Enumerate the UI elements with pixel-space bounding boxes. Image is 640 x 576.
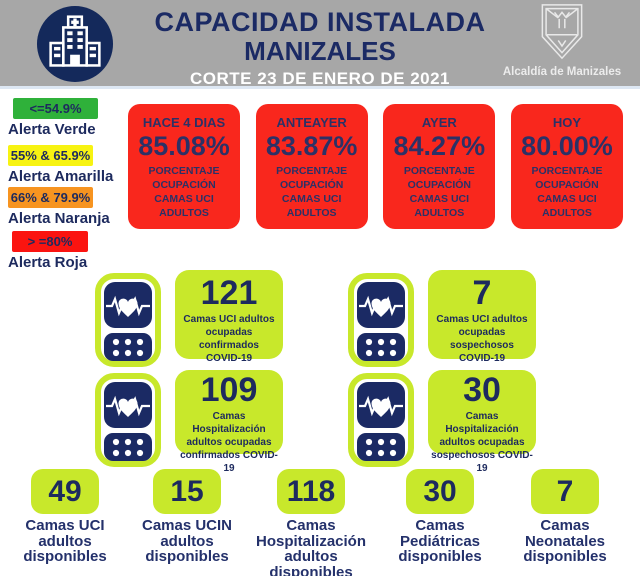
legend-item-roja: > =80% Alerta Roja xyxy=(4,231,122,271)
occupancy-card-hoy: HOY 80.00% PORCENTAJE OCUPACIÓN CAMAS UC… xyxy=(510,104,623,229)
stat-box: 7 Camas UCI adultos ocupadas sospechosos… xyxy=(428,270,536,364)
legend-label-naranja: Alerta Naranja xyxy=(8,210,110,227)
card-description: PORCENTAJE OCUPACIÓN CAMAS UCI ADULTOS xyxy=(531,165,603,219)
stat-value: 7 xyxy=(472,274,492,312)
occupied-uci-suspected: 7 Camas UCI adultos ocupadas sospechosos… xyxy=(348,270,538,370)
card-value: 84.27% xyxy=(393,131,486,161)
uci-occupancy-cards: HACE 4 DIAS 85.08% PORCENTAJE OCUPACIÓN … xyxy=(128,104,623,229)
card-description: PORCENTAJE OCUPACIÓN CAMAS UCI ADULTOS xyxy=(403,165,475,219)
legend-range-naranja: 66% & 79.9% xyxy=(8,187,93,208)
manizales-crest-icon xyxy=(541,4,583,60)
legend-item-amarilla: 55% & 65.9% Alerta Amarilla xyxy=(4,145,122,185)
stat-label: Camas Hospitalización adultos ocupadas c… xyxy=(180,411,278,474)
available-label: Camas Pediátricas disponibles xyxy=(398,517,482,565)
occupancy-card-ayer: AYER 84.27% PORCENTAJE OCUPACIÓN CAMAS U… xyxy=(383,104,496,229)
stat-box: 109 Camas Hospitalización adultos ocupad… xyxy=(175,370,283,474)
card-value: 85.08% xyxy=(138,131,230,161)
card-period: HACE 4 DIAS xyxy=(142,115,226,130)
stat-box: 121 Camas UCI adultos ocupadas confirmad… xyxy=(175,270,283,364)
available-label: Camas UCIN adultos disponibles xyxy=(141,517,233,565)
stat-label: Camas UCI adultos ocupadas sospechosos C… xyxy=(436,314,528,364)
card-description: PORCENTAJE OCUPACIÓN CAMAS UCI ADULTOS xyxy=(276,165,348,219)
available-hospitalizacion: 118 Camas Hospitalización adultos dispon… xyxy=(245,469,377,576)
legend-item-naranja: 66% & 79.9% Alerta Naranja xyxy=(4,187,122,227)
legend-range-amarilla: 55% & 65.9% xyxy=(8,145,93,166)
legend-item-verde: <=54.9% Alerta Verde xyxy=(4,98,122,138)
available-count: 7 xyxy=(531,469,599,514)
available-label: Camas UCI adultos disponibles xyxy=(23,517,107,565)
available-label: Camas Hospitalización adultos disponible… xyxy=(255,517,367,576)
available-uci-adultos: 49 Camas UCI adultos disponibles xyxy=(0,469,131,565)
heart-monitor-icon xyxy=(348,373,414,467)
heart-monitor-icon xyxy=(95,273,161,367)
available-count: 49 xyxy=(31,469,99,514)
alcaldia-logo: Alcaldía de Manizales xyxy=(494,3,630,78)
occupancy-card-anteayer: ANTEAYER 83.87% PORCENTAJE OCUPACIÓN CAM… xyxy=(255,104,368,229)
legend-label-roja: Alerta Roja xyxy=(8,254,88,271)
available-neonatales: 7 Camas Neonatales disponibles xyxy=(499,469,631,565)
page-title-city: MANIZALES xyxy=(244,36,396,66)
card-period: ANTEAYER xyxy=(276,115,347,130)
occupied-hosp-suspected: 30 Camas Hospitalización adultos ocupada… xyxy=(348,370,538,474)
stat-label: Camas Hospitalización adultos ocupadas s… xyxy=(431,411,533,474)
title-block: CAPACIDAD INSTALADA MANIZALES CORTE 23 D… xyxy=(130,7,510,89)
available-count: 118 xyxy=(277,469,345,514)
available-count: 15 xyxy=(153,469,221,514)
stat-box: 30 Camas Hospitalización adultos ocupada… xyxy=(428,370,536,474)
available-pediatricas: 30 Camas Pediátricas disponibles xyxy=(374,469,506,565)
heart-monitor-icon xyxy=(95,373,161,467)
legend-range-roja: > =80% xyxy=(12,231,88,252)
page-title: CAPACIDAD INSTALADA xyxy=(154,7,486,37)
occupied-hosp-confirmed: 109 Camas Hospitalización adultos ocupad… xyxy=(95,370,285,474)
logo-caption: Alcaldía de Manizales xyxy=(502,66,622,78)
report-date: CORTE 23 DE ENERO DE 2021 xyxy=(189,69,451,88)
card-value: 80.00% xyxy=(521,131,613,161)
occupied-uci-confirmed: 121 Camas UCI adultos ocupadas confirmad… xyxy=(95,270,285,370)
legend-range-verde: <=54.9% xyxy=(13,98,98,119)
available-ucin-adultos: 15 Camas UCIN adultos disponibles xyxy=(121,469,253,565)
legend-label-verde: Alerta Verde xyxy=(8,121,96,138)
header: CAPACIDAD INSTALADA MANIZALES CORTE 23 D… xyxy=(0,0,640,89)
card-period: HOY xyxy=(552,115,582,130)
available-label: Camas Neonatales disponibles xyxy=(523,517,607,565)
hospital-building-icon xyxy=(36,5,114,83)
stat-label: Camas UCI adultos ocupadas confirmados C… xyxy=(183,314,275,364)
heart-monitor-icon xyxy=(348,273,414,367)
card-period: AYER xyxy=(421,115,457,130)
stat-value: 121 xyxy=(200,274,258,312)
stat-value: 30 xyxy=(463,371,501,409)
stat-value: 109 xyxy=(200,371,258,409)
card-description: PORCENTAJE OCUPACIÓN CAMAS UCI ADULTOS xyxy=(148,165,220,219)
legend-label-amarilla: Alerta Amarilla xyxy=(8,168,114,185)
occupancy-card-hace-4-dias: HACE 4 DIAS 85.08% PORCENTAJE OCUPACIÓN … xyxy=(128,104,240,229)
available-beds-row: 49 Camas UCI adultos disponibles 15 Cama… xyxy=(0,469,640,576)
available-count: 30 xyxy=(406,469,474,514)
card-value: 83.87% xyxy=(265,131,358,161)
